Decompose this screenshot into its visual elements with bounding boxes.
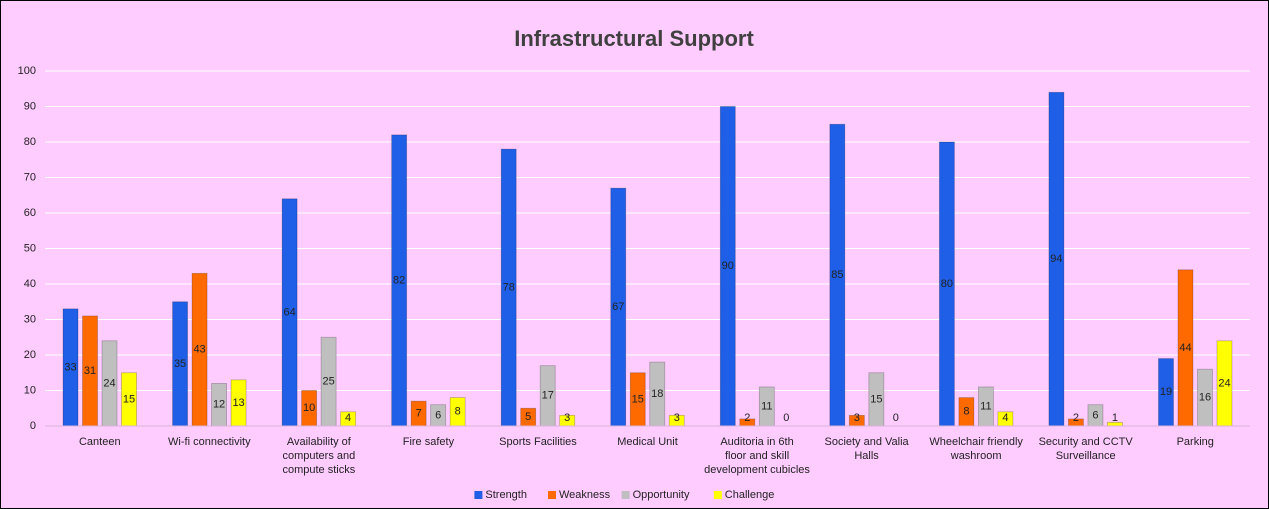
data-label: 94: [1050, 253, 1062, 265]
x-tick-label: Auditoria in 6th floor and skill developme…: [704, 436, 810, 476]
data-label: 0: [783, 412, 789, 424]
data-label: 67: [612, 301, 624, 313]
data-label: 15: [870, 393, 882, 405]
data-label: 10: [303, 402, 315, 414]
data-label: 33: [64, 361, 76, 373]
y-tick-label: 50: [24, 242, 36, 254]
data-label: 17: [542, 390, 554, 402]
data-label: 78: [503, 281, 515, 293]
data-label: 8: [455, 406, 461, 418]
data-label: 18: [651, 388, 663, 400]
data-label: 35: [174, 358, 186, 370]
y-tick-label: 80: [24, 136, 36, 148]
data-label: 6: [435, 409, 441, 421]
y-tick-label: 0: [30, 420, 36, 432]
x-tick-label: Medical Unit: [617, 436, 678, 448]
data-label: 15: [632, 393, 644, 405]
x-tick-label: Canteen: [79, 436, 121, 448]
legend-swatch: [621, 491, 630, 499]
data-label: 11: [980, 400, 991, 412]
x-tick-label: Security and CCTV Surveillance: [1039, 436, 1134, 462]
legend-label: Challenge: [725, 489, 775, 501]
data-label: 8: [963, 406, 969, 418]
y-tick-label: 60: [24, 207, 36, 219]
data-label: 0: [893, 412, 899, 424]
data-label: 2: [744, 412, 750, 424]
y-tick-label: 90: [24, 100, 36, 112]
data-label: 3: [854, 412, 860, 424]
data-label: 15: [123, 393, 135, 405]
data-label: 1: [1112, 412, 1118, 424]
x-tick-label: Fire safety: [403, 436, 455, 448]
data-label: 44: [1179, 342, 1191, 354]
y-tick-label: 30: [24, 313, 36, 325]
legend-swatch: [548, 491, 556, 499]
data-label: 25: [322, 376, 334, 388]
x-tick-label: Availability of computers and compute stic…: [282, 436, 355, 476]
data-label: 43: [193, 344, 205, 356]
data-label: 4: [1002, 412, 1008, 424]
legend-label: Weakness: [559, 489, 611, 501]
data-label: 5: [525, 411, 531, 423]
legend-swatch: [474, 491, 483, 499]
data-label: 31: [84, 365, 96, 377]
data-label: 2: [1073, 412, 1079, 424]
y-tick-label: 70: [24, 171, 36, 183]
chart-title: Infrastructural Support: [514, 26, 754, 51]
y-tick-label: 10: [24, 384, 36, 396]
y-tick-label: 40: [24, 278, 36, 290]
x-tick-label: Sports Facilities: [499, 436, 577, 448]
data-label: 85: [831, 269, 843, 281]
data-label: 13: [232, 397, 244, 409]
x-tick-label: Society and Valia Halls: [824, 436, 909, 462]
data-label: 19: [1160, 386, 1172, 398]
data-label: 6: [1092, 409, 1098, 421]
data-label: 3: [564, 412, 570, 424]
data-label: 12: [213, 399, 225, 411]
data-label: 24: [103, 377, 115, 389]
data-label: 80: [941, 278, 953, 290]
legend-label: Opportunity: [633, 489, 690, 501]
data-label: 7: [416, 407, 422, 419]
x-tick-label: Parking: [1177, 436, 1214, 448]
data-label: 24: [1218, 377, 1230, 389]
data-label: 4: [345, 412, 351, 424]
data-label: 11: [761, 400, 772, 412]
y-tick-label: 20: [24, 349, 36, 361]
y-tick-label: 100: [18, 65, 36, 77]
data-label: 3: [674, 412, 680, 424]
data-label: 64: [283, 306, 295, 318]
data-label: 82: [393, 274, 405, 286]
legend-swatch: [713, 491, 722, 499]
x-tick-label: Wheelchair friendly washroom: [929, 436, 1023, 462]
data-label: 90: [722, 260, 734, 272]
x-tick-label: Wi-fi connectivity: [168, 436, 251, 448]
data-label: 16: [1199, 392, 1211, 404]
legend-label: Strength: [485, 489, 527, 501]
